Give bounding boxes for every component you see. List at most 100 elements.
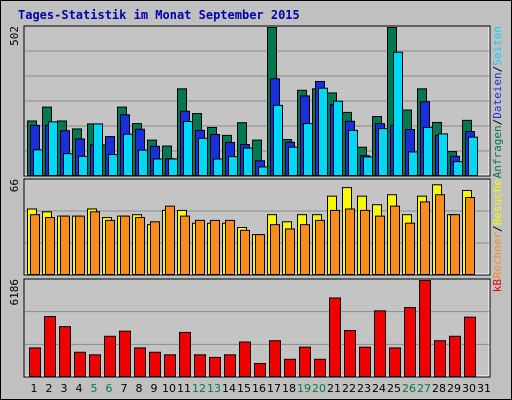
bar-rechner-day-21	[330, 209, 340, 275]
bar-seiten-day-23	[363, 156, 373, 177]
bar-rechner-day-23	[360, 209, 370, 275]
x-tick-label-3: 3	[61, 382, 68, 395]
bar-seiten-day-9	[153, 158, 163, 176]
x-tick-label-21: 21	[327, 382, 341, 395]
bar-kb-day-14	[224, 354, 236, 377]
kb-legend: kB	[491, 279, 504, 293]
bar-kb-day-8	[134, 347, 146, 377]
bar-rechner-day-19	[300, 224, 310, 276]
bar-seiten-day-13	[213, 158, 223, 176]
x-tick-label-27: 27	[417, 382, 431, 395]
legend-entry: Seiten	[491, 26, 504, 66]
bar-kb-day-2	[44, 316, 56, 377]
bar-rechner-day-29	[450, 214, 460, 276]
legend-entry: /	[491, 119, 504, 126]
hits-files-pages-ymax-label: 502	[8, 26, 21, 46]
bar-kb-day-25	[389, 347, 401, 377]
bar-rechner-day-15	[240, 229, 250, 275]
bar-kb-day-6	[104, 335, 116, 378]
bar-rechner-day-2	[45, 217, 55, 275]
bar-seiten-day-25	[393, 51, 403, 176]
bar-kb-day-7	[119, 330, 131, 377]
bar-rechner-day-28	[435, 194, 445, 276]
bar-seiten-day-26	[408, 151, 418, 176]
bar-seiten-day-4	[78, 155, 88, 177]
x-tick-label-17: 17	[267, 382, 281, 395]
bar-rechner-day-13	[210, 219, 220, 275]
bar-kb-day-5	[89, 354, 101, 377]
bar-rechner-day-12	[195, 219, 205, 275]
bar-kb-day-9	[149, 351, 161, 378]
x-tick-label-26: 26	[402, 382, 416, 395]
legend-entry: /	[491, 225, 504, 232]
bar-seiten-day-27	[423, 126, 433, 176]
legend-entry: Besuche	[491, 179, 504, 225]
bar-kb-day-22	[344, 330, 356, 378]
bar-kb-day-23	[359, 346, 371, 378]
x-tick-label-9: 9	[151, 382, 158, 395]
bar-kb-day-15	[239, 341, 251, 377]
bar-rechner-day-18	[285, 228, 295, 275]
x-tick-label-24: 24	[372, 382, 386, 395]
bar-kb-day-20	[314, 358, 326, 377]
bar-seiten-day-11	[183, 121, 193, 176]
x-tick-label-8: 8	[136, 382, 143, 395]
bar-rechner-day-20	[315, 219, 325, 275]
bar-seiten-day-6	[108, 154, 118, 177]
bar-kb-day-12	[194, 354, 206, 377]
x-tick-label-23: 23	[357, 382, 371, 395]
x-tick-label-25: 25	[387, 382, 401, 395]
bar-rechner-day-17	[270, 224, 280, 276]
bar-kb-day-3	[59, 326, 71, 378]
bar-seiten-day-19	[303, 123, 313, 177]
bar-seiten-day-22	[348, 129, 358, 176]
bar-seiten-day-14	[228, 156, 238, 176]
bar-rechner-day-25	[390, 205, 400, 276]
bar-rechner-day-9	[150, 221, 160, 275]
bar-kb-day-11	[179, 331, 191, 378]
bar-kb-day-24	[374, 310, 386, 377]
x-tick-label-5: 5	[91, 382, 98, 395]
x-tick-label-30: 30	[462, 382, 476, 395]
bar-rechner-day-11	[180, 215, 190, 276]
bar-seiten-day-24	[378, 128, 388, 176]
legend-entry: /	[491, 66, 504, 73]
legend-entry: Anfragen	[491, 125, 504, 178]
visits-sites-legend: Rechner/Besuche	[491, 179, 504, 278]
bar-seiten-day-12	[198, 137, 208, 176]
bar-rechner-day-24	[375, 215, 385, 276]
bar-rechner-day-26	[405, 222, 415, 276]
legend-entry: Rechner	[491, 232, 504, 279]
x-tick-label-19: 19	[297, 382, 311, 395]
kb-ymax-label: 6186	[8, 279, 21, 306]
bar-kb-day-18	[284, 358, 296, 377]
x-tick-label-2: 2	[46, 382, 53, 395]
chart-title: Tages-Statistik im Monat September 2015	[18, 8, 300, 22]
bar-rechner-day-5	[90, 211, 100, 275]
visits-sites-ymax-label: 66	[8, 179, 21, 192]
bar-kb-day-16	[254, 362, 266, 378]
bar-rechner-day-1	[30, 214, 40, 276]
bar-kb-day-17	[269, 340, 281, 377]
bar-seiten-day-15	[243, 147, 253, 177]
bar-kb-day-27	[419, 280, 431, 377]
x-tick-label-20: 20	[312, 382, 326, 395]
bar-rechner-day-4	[75, 215, 85, 276]
x-tick-label-1: 1	[31, 382, 38, 395]
bar-seiten-day-2	[48, 121, 58, 176]
bar-kb-day-4	[74, 351, 86, 378]
bar-kb-day-1	[29, 347, 41, 377]
bar-seiten-day-17	[273, 104, 283, 176]
x-tick-label-4: 4	[76, 382, 83, 395]
x-tick-label-31: 31	[477, 382, 491, 395]
bar-rechner-day-14	[225, 219, 235, 275]
bar-seiten-day-5	[93, 123, 103, 176]
bar-kb-day-28	[434, 340, 446, 377]
bar-seiten-day-3	[63, 153, 73, 177]
bar-kb-day-13	[209, 356, 221, 378]
bar-rechner-day-7	[120, 215, 130, 276]
bar-kb-day-21	[329, 297, 341, 377]
bar-rechner-day-10	[165, 205, 175, 276]
legend-entry: Dateien	[491, 72, 504, 118]
